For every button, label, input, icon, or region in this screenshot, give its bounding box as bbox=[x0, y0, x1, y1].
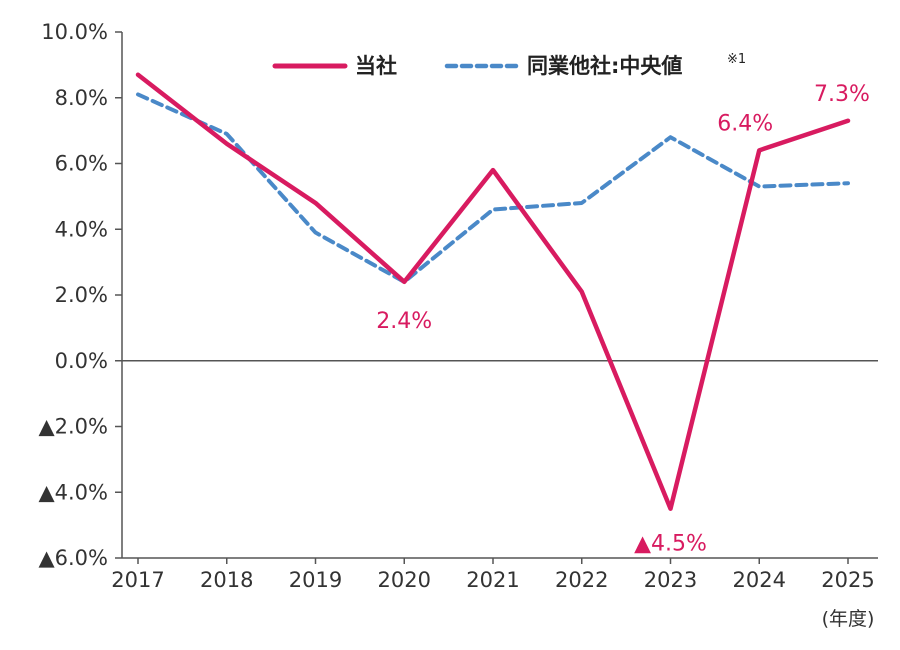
y-tick-label: ▲6.0% bbox=[38, 546, 108, 570]
data-label: 7.3% bbox=[814, 82, 870, 107]
x-tick-label: 2024 bbox=[733, 568, 786, 592]
x-tick-label: 2022 bbox=[555, 568, 608, 592]
x-tick-label: 2019 bbox=[289, 568, 342, 592]
y-tick-label: 2.0% bbox=[55, 283, 108, 307]
data-label: 2.4% bbox=[376, 309, 432, 334]
x-tick-label: 2020 bbox=[378, 568, 431, 592]
series-line-1 bbox=[136, 92, 850, 284]
x-tick-label: 2017 bbox=[111, 568, 164, 592]
legend-label: 当社 bbox=[355, 54, 397, 78]
data-label: ▲4.5% bbox=[634, 532, 707, 557]
y-tick-label: ▲4.0% bbox=[38, 480, 108, 504]
legend-label: 同業他社:中央値 bbox=[527, 54, 682, 78]
y-tick-label: ▲2.0% bbox=[38, 415, 108, 439]
x-tick-label: 2023 bbox=[644, 568, 697, 592]
y-tick-label: 4.0% bbox=[55, 217, 108, 241]
x-unit-label: (年度) bbox=[822, 608, 875, 630]
x-tick-label: 2025 bbox=[821, 568, 874, 592]
x-tick-label: 2018 bbox=[200, 568, 253, 592]
data-label: 6.4% bbox=[717, 111, 773, 136]
y-tick-label: 0.0% bbox=[55, 349, 108, 373]
x-tick-label: 2021 bbox=[466, 568, 519, 592]
series-line-0 bbox=[135, 72, 851, 511]
y-tick-label: 6.0% bbox=[55, 152, 108, 176]
legend-footnote-mark: ※1 bbox=[727, 52, 746, 67]
y-tick-label: 8.0% bbox=[55, 86, 108, 110]
y-tick-label: 10.0% bbox=[41, 20, 108, 44]
